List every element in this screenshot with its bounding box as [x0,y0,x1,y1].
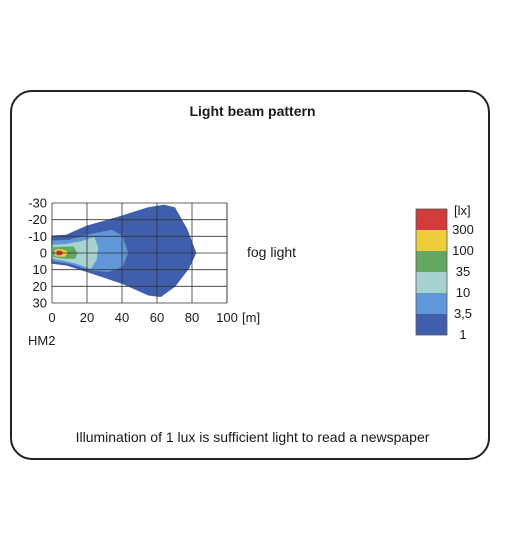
legend-label: 100 [452,243,474,258]
y-tick-label: -10 [28,229,47,244]
legend-label: 35 [456,264,470,279]
model-label: HM2 [28,333,56,348]
x-tick-label: 0 [48,310,55,325]
x-tick-label: 100 [216,310,238,325]
x-tick-label: 40 [115,310,129,325]
caption: Illumination of 1 lux is sufficient ligh… [75,429,430,445]
x-unit-label: [m] [242,310,260,325]
y-tick-labels: -30-20 -10 010 20 30 [28,196,47,311]
chart-title: Light beam pattern [189,103,316,119]
chart-card [10,90,490,460]
x-tick-label: 60 [150,310,164,325]
legend-swatch [416,251,447,272]
legend-swatch [416,293,447,314]
y-tick-label: 10 [33,262,47,277]
y-tick-label: 0 [40,246,47,261]
y-tick-label: 30 [33,296,47,311]
legend-swatch [416,230,447,251]
legend-unit: [lx] [454,203,471,218]
legend-label: 10 [456,285,470,300]
legend-frame [415,208,448,336]
legend-label: 3,5 [454,306,472,321]
x-tick-label: 20 [80,310,94,325]
plot-grid [51,202,228,304]
series-label: fog light [247,244,297,260]
legend-label: 1 [459,327,466,342]
legend-swatch [416,314,447,335]
legend-swatch [416,272,447,293]
y-tick-label: -20 [28,212,47,227]
y-tick-label: 20 [33,279,47,294]
x-tick-label: 80 [185,310,199,325]
x-tick-labels: 0 20 40 60 80 100 [m] [48,310,260,325]
lux-legend: [lx] 300 100 35 10 3,5 1 [415,203,474,342]
beam-contours [51,204,197,298]
legend-label: 300 [452,222,474,237]
y-tick-label: -30 [28,196,47,211]
legend-swatch [416,209,447,230]
